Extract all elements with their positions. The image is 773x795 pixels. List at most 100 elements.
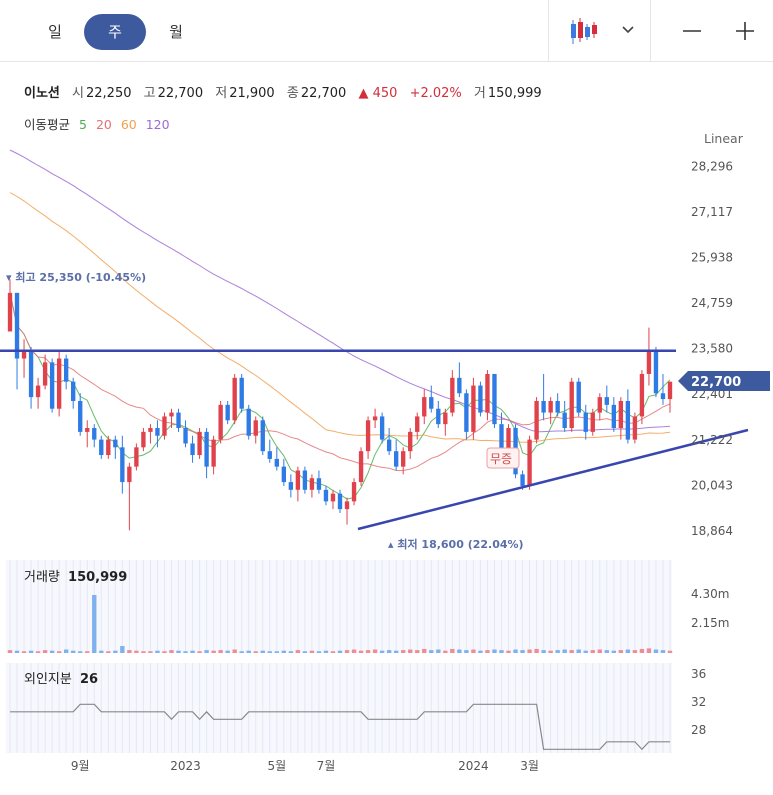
candle-body (190, 443, 195, 456)
volume-bar (562, 649, 567, 653)
volume-bar (239, 651, 244, 653)
change-percent: +2.02% (409, 86, 462, 101)
candle-body (92, 428, 97, 440)
candle-body (288, 482, 294, 490)
foreign-tick: 36 (691, 667, 706, 681)
candle-body (28, 350, 34, 398)
candle-body (401, 451, 406, 467)
price-tick-label: 21,222 (691, 433, 733, 447)
candle-body (274, 458, 279, 467)
candle-body (35, 385, 41, 398)
zoom-in-button[interactable] (733, 14, 757, 48)
volume-bar (408, 649, 413, 653)
ma-5: 5 (79, 117, 87, 132)
candle-body (590, 412, 595, 432)
moving-average-legend[interactable]: 이동평균 5 20 60 120 (24, 114, 175, 133)
volume-label: 거 (473, 86, 486, 101)
volume-bar (379, 650, 385, 653)
volume-bar (351, 649, 357, 653)
zoom-out-button[interactable] (680, 14, 704, 48)
volume-bar (176, 650, 181, 653)
candle-body (218, 404, 223, 440)
candle-body (14, 292, 20, 359)
volume-bar (309, 650, 315, 653)
ma-60: 60 (120, 117, 137, 132)
volume-bar (155, 650, 160, 653)
price-tick-label: 18,864 (691, 524, 733, 538)
volume-panel-bg (6, 560, 672, 653)
candle-body (239, 377, 244, 409)
volume-bar (548, 650, 553, 653)
candle-body (499, 424, 504, 452)
volume-bar (78, 651, 83, 653)
time-tick-label: 2023 (170, 759, 201, 773)
candle-body (457, 377, 462, 394)
foreign-panel-title: 외인지분 26 (24, 672, 98, 687)
volume-bar (632, 650, 638, 653)
volume-bar (358, 650, 364, 653)
candle-body (134, 447, 139, 467)
candle-body (408, 431, 413, 452)
volume-bar (597, 649, 602, 653)
volume-bar (141, 651, 146, 653)
time-tick-label: 9월 (71, 759, 90, 773)
volume-bar (148, 651, 153, 653)
candle-body (162, 416, 167, 436)
chevron-down-icon (622, 26, 634, 34)
volume-bar (520, 650, 525, 653)
stock-name: 이노션 (24, 86, 60, 101)
volume-bar (49, 650, 55, 653)
volume-bar (667, 650, 673, 653)
tab-monthly[interactable]: 월 (169, 23, 183, 41)
candle-body (569, 381, 574, 429)
chart-type-button[interactable] (566, 14, 602, 48)
time-axis: 9월 2023 5월 7월 2024 3월 (71, 759, 539, 773)
volume-panel-value: 150,999 (68, 570, 127, 585)
volume-bar (436, 649, 441, 653)
price-tick-label: 25,938 (691, 251, 733, 265)
candle-body (56, 358, 62, 409)
candle-body (225, 404, 230, 421)
volume-panel-label: 거래량 (24, 570, 60, 585)
scale-mode-toggle[interactable]: Linear (704, 131, 743, 146)
toolbar-divider (650, 0, 651, 62)
candle-body (42, 362, 48, 386)
chart-type-dropdown[interactable] (618, 14, 638, 48)
volume-bar (7, 650, 13, 653)
high-annotation: ▾ 최고 25,350 (-10.45%) (6, 270, 146, 284)
candle-body (330, 493, 336, 502)
foreign-panel-label: 외인지분 (24, 672, 72, 687)
candle-body (21, 350, 27, 359)
volume-bar (386, 650, 392, 653)
volume-bar (499, 650, 504, 653)
candle-body (422, 397, 427, 417)
volume-bar (92, 595, 97, 653)
tab-daily[interactable]: 일 (48, 23, 62, 41)
volume-bar (71, 650, 76, 653)
volume-tick: 2.15m (691, 616, 729, 630)
volume-bar (457, 649, 462, 653)
tab-weekly[interactable]: 주 (84, 14, 146, 50)
candle-body (611, 404, 617, 429)
volume-bar (365, 650, 371, 653)
volume-bar (464, 650, 469, 653)
volume-bar (302, 651, 308, 653)
volume-bar (401, 650, 406, 653)
candle-body (534, 400, 539, 440)
volume-bar (183, 651, 188, 653)
candle-body (85, 428, 90, 432)
foreign-ownership-polyline (10, 703, 670, 751)
candle-body (379, 416, 385, 440)
candle-body (450, 377, 455, 413)
candle-body (583, 412, 588, 432)
candle-body (295, 470, 301, 490)
candle-body (246, 408, 251, 436)
candle-body (106, 439, 111, 456)
volume-bar (127, 650, 132, 653)
volume-bar (232, 649, 237, 653)
candle-body (639, 373, 645, 417)
volume-bar (639, 648, 645, 653)
volume-bars (7, 595, 673, 653)
volume-bar (35, 651, 41, 653)
